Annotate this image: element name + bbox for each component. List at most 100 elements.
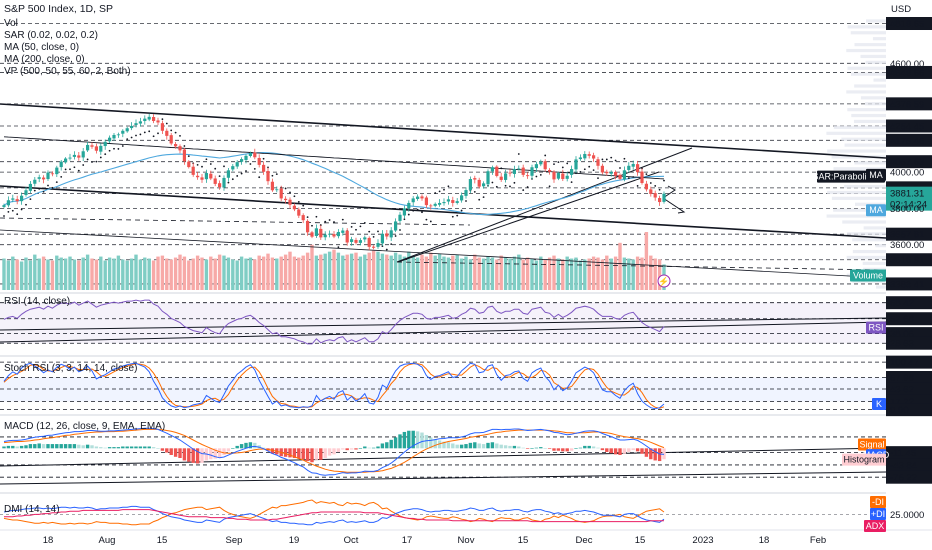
candle-body[interactable] [468,179,472,190]
candle-body[interactable] [614,171,618,176]
candle-body[interactable] [332,234,336,237]
candle-body[interactable] [367,237,371,247]
candle-body[interactable] [178,146,182,151]
candle-body[interactable] [2,205,6,207]
candle-body[interactable] [539,161,543,165]
candle-body[interactable] [583,154,587,159]
projection-arrow-up[interactable] [662,185,676,199]
projection-arrow-down[interactable] [662,197,686,214]
candle-body[interactable] [622,170,626,180]
candle-body[interactable] [570,169,574,175]
trendline-0[interactable] [0,103,887,159]
candle-body[interactable] [358,240,362,243]
rsi-trendline-2[interactable] [0,321,887,343]
candle-body[interactable] [46,172,50,180]
rsi-pane[interactable] [0,299,887,345]
candle-body[interactable] [592,155,596,159]
candle-body[interactable] [385,233,389,237]
candle-body[interactable] [20,195,24,202]
candle-body[interactable] [380,233,384,244]
candle-body[interactable] [345,230,349,243]
stoch-rsi-pane[interactable] [0,361,886,411]
candle-body[interactable] [644,183,648,190]
candle-body[interactable] [407,202,411,209]
candle-body[interactable] [411,198,415,203]
candle-body[interactable] [266,171,270,182]
macd-trendline[interactable] [0,447,887,467]
candle-body[interactable] [248,153,252,156]
candle-body[interactable] [59,161,63,168]
candle-body[interactable] [402,208,406,216]
candle-body[interactable] [341,230,345,233]
candle-body[interactable] [231,166,235,170]
candle-body[interactable] [508,172,512,174]
candle-body[interactable] [200,177,204,180]
candle-body[interactable] [473,178,477,180]
candle-body[interactable] [182,149,186,162]
candle-body[interactable] [504,173,508,180]
candle-body[interactable] [213,178,217,184]
candle-body[interactable] [336,231,340,237]
macd-pane[interactable] [0,427,887,485]
candle-body[interactable] [204,173,208,180]
candle-body[interactable] [275,189,279,191]
candle-body[interactable] [499,176,503,180]
time-axis[interactable]: 18 Aug 15 Sep 19 Oct 17 Nov 15 Dec 15 2023 18 Feb [0,529,932,550]
candle-body[interactable] [482,183,486,187]
candle-body[interactable] [653,193,657,198]
candle-body[interactable] [253,152,257,158]
candle-body[interactable] [530,167,534,176]
rsi-trendline[interactable] [0,317,887,331]
candle-body[interactable] [292,205,296,210]
candle-body[interactable] [556,173,560,179]
trendline-2[interactable] [0,229,887,279]
candle-body[interactable] [310,232,314,237]
candle-body[interactable] [77,155,81,158]
candle-body[interactable] [156,120,160,123]
candle-body[interactable] [350,239,354,242]
candle-body[interactable] [446,199,450,202]
candle-body[interactable] [429,205,433,207]
candle-body[interactable] [226,170,230,178]
candle-body[interactable] [6,200,10,206]
candle-body[interactable] [548,169,552,172]
event-lightning-icon[interactable] [657,274,671,288]
candle-body[interactable] [68,157,72,159]
candle-body[interactable] [116,134,120,136]
candle-body[interactable] [196,175,200,178]
candle-body[interactable] [314,228,318,236]
trendline-dashed[interactable] [396,261,887,271]
candle-body[interactable] [235,162,239,167]
candle-body[interactable] [125,128,129,132]
trendline-1[interactable] [0,185,887,239]
candle-body[interactable] [631,163,635,167]
candle-body[interactable] [174,144,178,147]
candle-body[interactable] [543,161,547,170]
candle-body[interactable] [521,167,525,175]
candle-body[interactable] [658,198,662,203]
candle-body[interactable] [284,198,288,201]
candle-body[interactable] [279,188,283,199]
candle-body[interactable] [490,167,494,172]
candle-body[interactable] [270,181,274,191]
candle-body[interactable] [222,177,226,188]
candle-body[interactable] [495,166,499,176]
candle-body[interactable] [108,137,112,142]
candlesticks[interactable] [2,113,666,251]
candle-body[interactable] [455,201,459,203]
candle-body[interactable] [33,179,37,184]
candle-body[interactable] [323,234,327,238]
candle-body[interactable] [627,165,631,170]
candle-body[interactable] [94,146,98,151]
candle-body[interactable] [561,173,565,180]
candle-body[interactable] [534,164,538,169]
candle-body[interactable] [636,164,640,173]
candle-body[interactable] [587,154,591,156]
candle-body[interactable] [552,171,556,180]
candle-body[interactable] [301,215,305,221]
candle-body[interactable] [90,145,94,147]
candle-body[interactable] [37,177,41,179]
candle-body[interactable] [618,174,622,179]
